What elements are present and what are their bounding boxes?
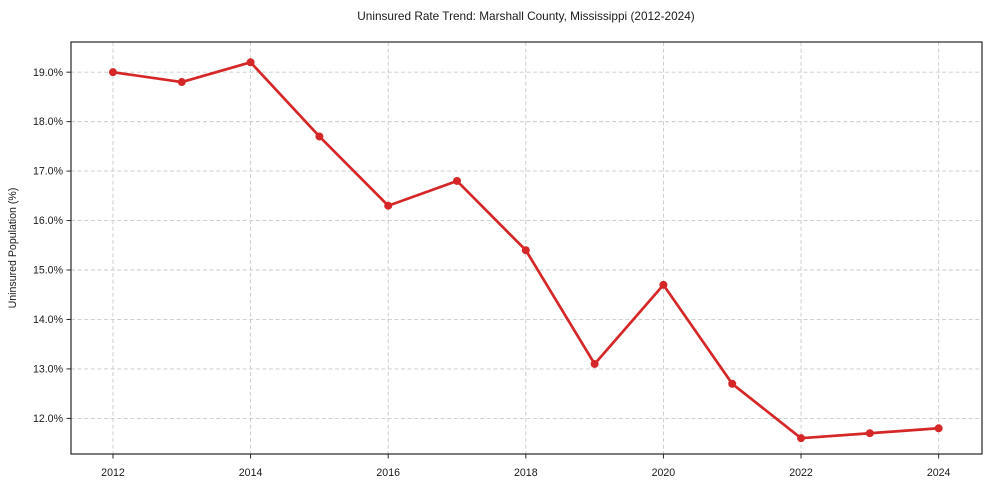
data-point-2017 [453,176,462,185]
x-tick-label: 2022 [789,467,813,479]
data-point-2014 [246,58,255,67]
data-point-2022 [797,434,806,443]
y-tick-label: 16.0% [33,215,64,227]
y-tick-label: 18.0% [33,116,64,128]
data-point-2016 [384,201,393,210]
y-axis-label: Uninsured Population (%) [7,188,19,309]
chart-title: Uninsured Rate Trend: Marshall County, M… [357,9,695,23]
plot-border [70,41,983,455]
data-point-2012 [108,68,117,77]
x-tick-label: 2024 [927,467,951,479]
x-tick-label: 2014 [239,467,263,479]
y-tick-label: 13.0% [33,364,64,376]
data-point-2018 [521,246,530,255]
plot-area: 12.0% 13.0% 14.0% 15.0% 16.0% 17.0% 18.0% 19.0%… [33,41,983,479]
y-tick-label: 12.0% [33,413,64,425]
x-tick-label: 2020 [652,467,676,479]
x-tick-label: 2016 [376,467,400,479]
data-point-2021 [728,379,737,388]
data-point-2013 [177,78,186,87]
x-tick-label: 2018 [514,467,538,479]
y-tick-label: 19.0% [33,67,64,79]
data-point-2020 [659,280,668,289]
y-tick-label: 15.0% [33,265,64,277]
y-tick-label: 17.0% [33,166,64,178]
data-point-2024 [934,424,943,433]
data-point-2019 [590,359,599,368]
data-point-2023 [865,429,874,438]
x-tick-label: 2012 [101,467,125,479]
data-point-2015 [315,132,324,141]
y-tick-label: 14.0% [33,314,64,326]
